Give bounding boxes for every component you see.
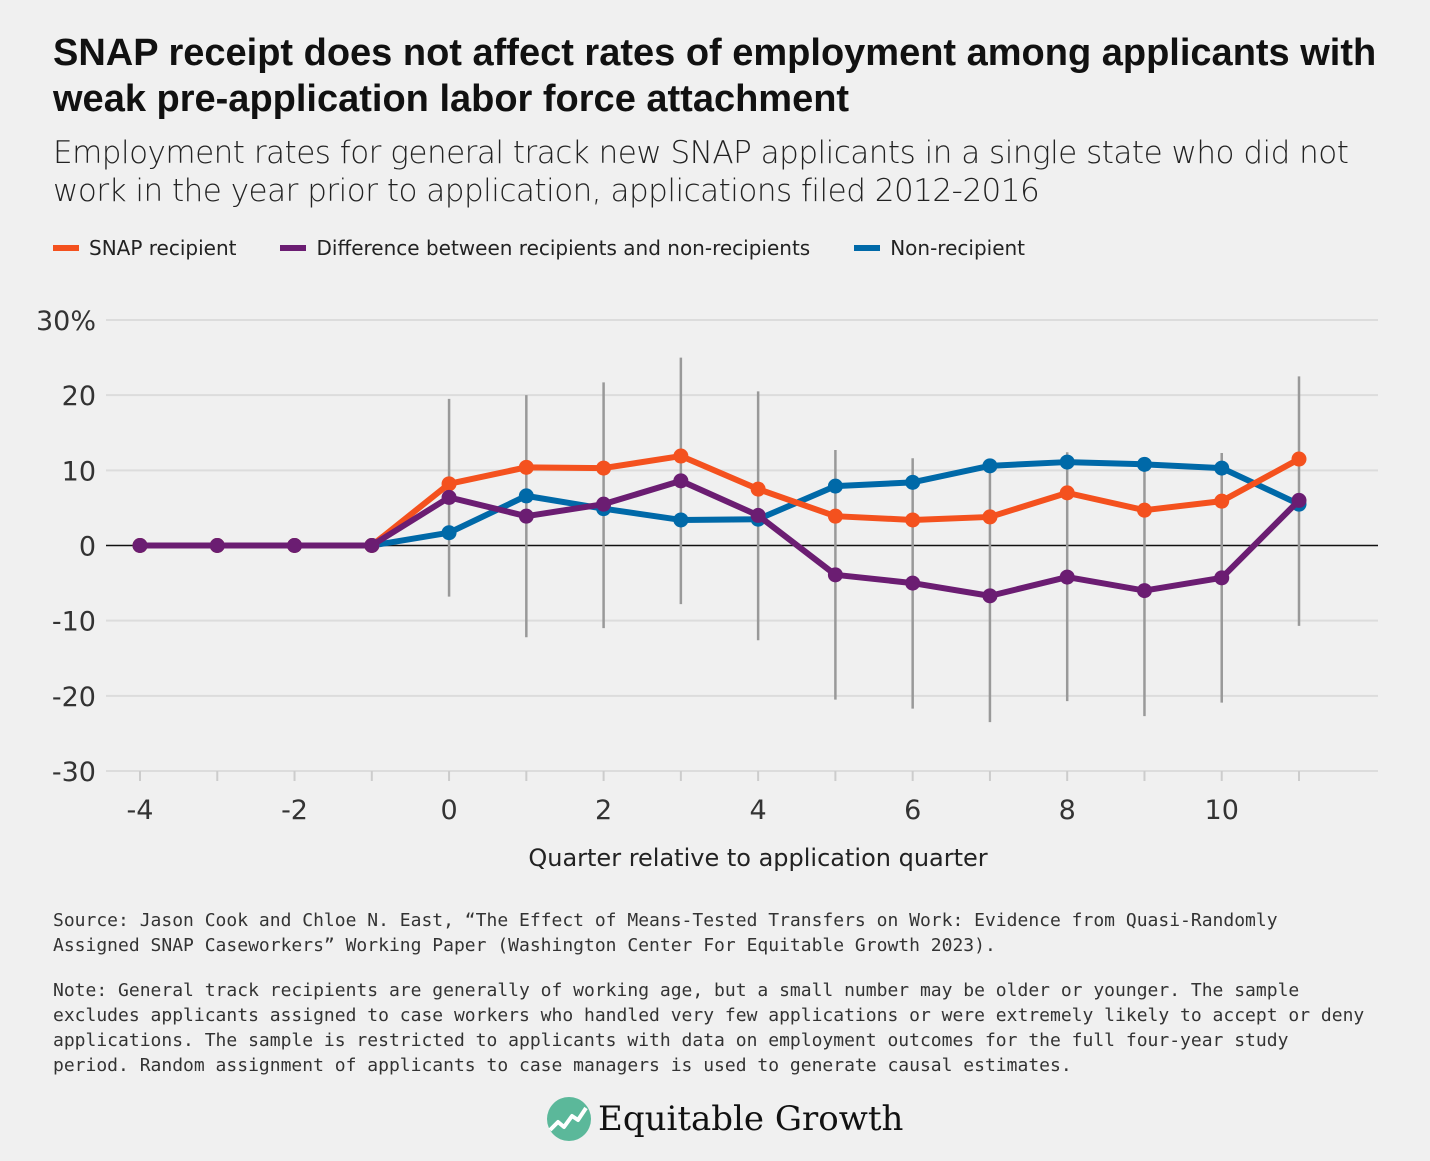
data-point — [364, 538, 380, 553]
data-point — [1291, 451, 1307, 467]
legend: SNAP recipient Difference between recipi… — [53, 236, 1025, 260]
data-point — [827, 478, 843, 494]
x-tick-label: 8 — [1059, 795, 1076, 826]
y-tick-label: 0 — [79, 532, 96, 563]
data-point — [827, 508, 843, 524]
x-tick-label: -4 — [127, 795, 154, 826]
y-tick-label: -10 — [52, 607, 96, 638]
data-point — [827, 567, 843, 583]
data-point — [1059, 485, 1075, 501]
data-point — [1214, 570, 1230, 586]
data-point — [673, 512, 689, 528]
x-tick-label: 2 — [595, 795, 612, 826]
y-tick-label: 20 — [62, 381, 96, 412]
x-tick-label: 4 — [750, 795, 767, 826]
data-point — [1136, 583, 1152, 599]
legend-item-non-recipient: Non-recipient — [854, 236, 1025, 260]
legend-label: Difference between recipients and non-re… — [316, 236, 811, 260]
data-point — [441, 489, 457, 505]
data-point — [518, 488, 534, 504]
legend-label: Non-recipient — [890, 236, 1026, 260]
data-point — [441, 525, 457, 541]
data-point — [1059, 569, 1075, 585]
chart-title: SNAP receipt does not affect rates of em… — [53, 32, 1377, 120]
data-point — [1214, 493, 1230, 509]
data-point — [905, 575, 921, 591]
data-point — [596, 496, 612, 512]
x-axis-label: Quarter relative to application quarter — [528, 844, 988, 872]
rising-line-circle-icon — [547, 1097, 591, 1141]
equitable-growth-logo: Equitable Growth — [546, 1096, 903, 1142]
data-point — [673, 473, 689, 489]
data-point — [905, 474, 921, 490]
y-tick-label: 30% — [36, 306, 96, 337]
data-point — [287, 538, 303, 553]
data-point — [441, 476, 457, 492]
legend-label: SNAP recipient — [89, 236, 237, 260]
data-point — [209, 538, 225, 553]
source-note: Source: Jason Cook and Chloe N. East, “T… — [53, 910, 1278, 956]
data-point — [518, 459, 534, 475]
data-point — [1291, 492, 1307, 508]
data-point — [1136, 502, 1152, 518]
legend-swatch — [280, 245, 307, 251]
data-point — [1136, 456, 1152, 472]
data-point — [905, 512, 921, 528]
x-tick-label: 0 — [440, 795, 457, 826]
legend-item-snap-recipient: SNAP recipient — [53, 236, 236, 260]
legend-swatch — [854, 245, 881, 251]
legend-swatch — [53, 245, 79, 251]
y-tick-label: -30 — [52, 757, 96, 788]
methodology-note: Note: General track recipients are gener… — [53, 980, 1365, 1076]
legend-item-difference: Difference between recipients and non-re… — [280, 236, 810, 260]
data-point — [1214, 460, 1230, 476]
data-point — [596, 460, 612, 476]
data-point — [750, 481, 766, 497]
logo-text: Equitable Growth — [598, 1099, 904, 1139]
chart-subtitle: Employment rates for general track new S… — [53, 135, 1349, 209]
data-point — [982, 588, 998, 604]
data-point — [132, 538, 148, 553]
data-point — [518, 508, 534, 524]
y-tick-label: -20 — [52, 682, 96, 713]
data-point — [1059, 454, 1075, 470]
data-point — [750, 507, 766, 523]
y-tick-label: 10 — [62, 456, 96, 487]
data-point — [982, 509, 998, 525]
data-point — [982, 458, 998, 474]
x-tick-label: -2 — [281, 795, 308, 826]
x-tick-label: 10 — [1205, 795, 1239, 826]
series-line — [140, 477, 1302, 599]
x-tick-label: 6 — [904, 795, 921, 826]
data-point — [673, 448, 689, 464]
